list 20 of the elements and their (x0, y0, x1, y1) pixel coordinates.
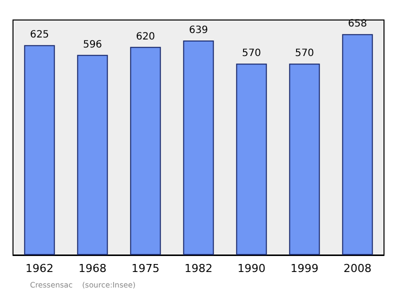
x-tick-label: 2008 (344, 262, 372, 275)
bar (183, 40, 214, 255)
x-tick-label: 1982 (184, 262, 212, 275)
x-tick-label: 1968 (78, 262, 106, 275)
bar (289, 64, 320, 255)
data-label: 620 (136, 31, 156, 42)
x-tick-label: 1975 (132, 262, 160, 275)
data-label: 625 (30, 30, 50, 41)
data-label: 639 (188, 24, 208, 36)
x-tick-label: 1999 (290, 262, 318, 275)
bar (24, 45, 55, 255)
bar (130, 46, 161, 255)
bar (77, 54, 108, 255)
x-tick-label: 1962 (26, 262, 54, 275)
data-label: 570 (294, 48, 314, 60)
x-tick-label: 1990 (238, 262, 266, 275)
bar (342, 34, 373, 255)
data-label: 570 (242, 48, 262, 60)
data-label: 596 (82, 39, 102, 50)
bar (236, 64, 267, 255)
